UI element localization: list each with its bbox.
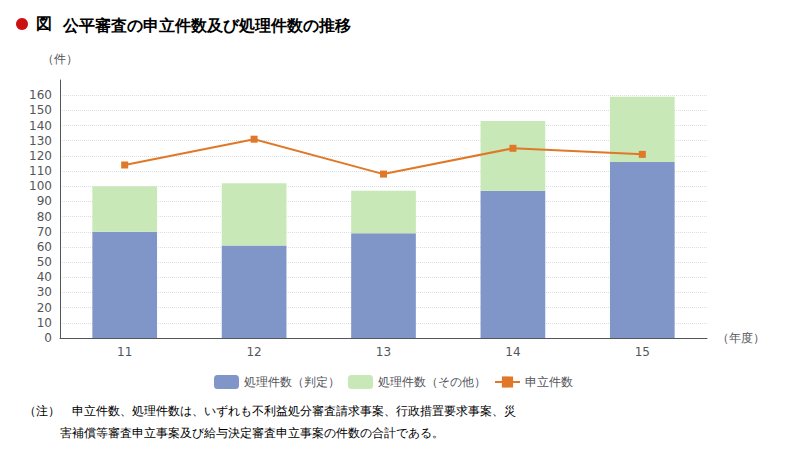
svg-text:120: 120 — [29, 149, 52, 163]
svg-text:160: 160 — [29, 88, 52, 102]
svg-text:90: 90 — [37, 194, 52, 208]
svg-text:14: 14 — [505, 345, 520, 359]
svg-text:150: 150 — [29, 103, 52, 117]
svg-text:（年度）: （年度） — [717, 331, 765, 345]
svg-text:10: 10 — [37, 316, 52, 330]
svg-text:50: 50 — [37, 255, 52, 269]
svg-text:70: 70 — [37, 225, 52, 239]
svg-text:0: 0 — [44, 331, 52, 345]
svg-text:図: 図 — [36, 14, 52, 33]
svg-text:処理件数（判定）: 処理件数（判定） — [244, 375, 340, 389]
svg-text:11: 11 — [117, 345, 132, 359]
svg-text:申立件数: 申立件数 — [525, 375, 573, 389]
svg-text:130: 130 — [29, 134, 52, 148]
svg-text:140: 140 — [29, 119, 52, 133]
svg-text:20: 20 — [37, 301, 52, 315]
svg-text:110: 110 — [29, 164, 52, 178]
svg-text:12: 12 — [246, 345, 261, 359]
svg-text:30: 30 — [37, 285, 52, 299]
svg-text:（注） 申立件数、処理件数は、いずれも不利益処分審査請求事案: （注） 申立件数、処理件数は、いずれも不利益処分審査請求事案、行政措置要求事案、… — [24, 404, 516, 418]
svg-text:60: 60 — [37, 240, 52, 254]
svg-text:15: 15 — [635, 345, 650, 359]
svg-text:害補償等審査申立事案及び給与決定審査申立事案の件数の合計であ: 害補償等審査申立事案及び給与決定審査申立事案の件数の合計である。 — [24, 426, 444, 440]
svg-text:13: 13 — [376, 345, 391, 359]
svg-text:40: 40 — [37, 270, 52, 284]
svg-text:100: 100 — [29, 179, 52, 193]
svg-text:80: 80 — [37, 210, 52, 224]
svg-text:処理件数（その他）: 処理件数（その他） — [378, 375, 486, 389]
svg-text:（件）: （件） — [42, 52, 78, 66]
svg-text:公平審査の申立件数及び処理件数の推移: 公平審査の申立件数及び処理件数の推移 — [62, 16, 351, 35]
